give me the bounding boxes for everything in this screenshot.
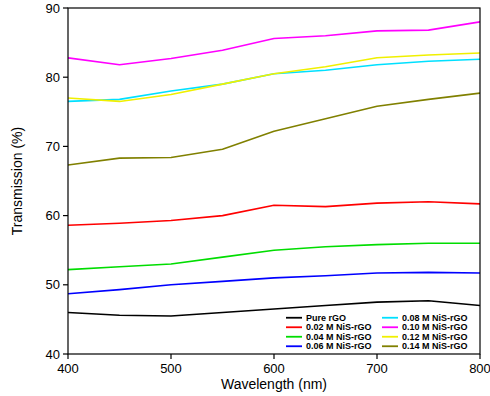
series-line <box>68 22 480 65</box>
legend-swatch <box>382 317 398 319</box>
plot-frame <box>68 8 480 354</box>
y-tick-label: 80 <box>46 70 60 85</box>
y-tick <box>63 353 68 354</box>
y-tick-label: 60 <box>46 208 60 223</box>
y-tick <box>63 284 68 285</box>
legend-swatch <box>286 336 302 338</box>
series-line <box>68 243 480 269</box>
y-tick <box>63 7 68 8</box>
y-tick-label: 70 <box>46 139 60 154</box>
chart: 400 500 600 700 800 40 50 60 70 80 90 Wavelength (n… <box>0 0 490 396</box>
legend-swatch <box>382 336 398 338</box>
y-tick <box>63 215 68 216</box>
x-tick <box>273 354 274 359</box>
legend-label: 0.06 M NiS-rGO <box>306 341 372 351</box>
x-tick <box>376 354 377 359</box>
plot-lines <box>68 22 480 316</box>
legend-label: 0.14 M NiS-rGO <box>402 341 468 351</box>
legend-swatch <box>286 326 302 328</box>
legend-swatch <box>382 345 398 347</box>
series-line <box>68 272 480 293</box>
legend-label: Pure rGO <box>306 313 346 323</box>
x-tick <box>170 354 171 359</box>
legend-label: 0.10 M NiS-rGO <box>402 322 468 332</box>
legend: Pure rGO0.02 M NiS-rGO0.04 M NiS-rGO0.06… <box>286 313 468 352</box>
x-tick-label: 600 <box>263 361 285 376</box>
y-tick <box>63 77 68 78</box>
y-tick-label: 50 <box>46 277 60 292</box>
legend-label: 0.04 M NiS-rGO <box>306 332 372 342</box>
series-line <box>68 93 480 165</box>
x-tick-label: 700 <box>366 361 388 376</box>
x-tick-label: 400 <box>57 361 79 376</box>
legend-swatch <box>382 326 398 328</box>
y-axis-label: Transmission (%) <box>9 127 25 235</box>
x-tick <box>67 354 68 359</box>
legend-swatch <box>286 317 302 319</box>
x-tick <box>479 354 480 359</box>
y-tick-label: 40 <box>46 347 60 362</box>
x-axis-label: Wavelength (nm) <box>221 376 327 392</box>
y-tick-label: 90 <box>46 1 60 16</box>
legend-label: 0.12 M NiS-rGO <box>402 332 468 342</box>
legend-label: 0.08 M NiS-rGO <box>402 313 468 323</box>
series-line <box>68 202 480 226</box>
legend-label: 0.02 M NiS-rGO <box>306 322 372 332</box>
series-line <box>68 53 480 101</box>
x-tick-label: 500 <box>160 361 182 376</box>
x-tick-label: 800 <box>469 361 490 376</box>
y-tick <box>63 146 68 147</box>
series-line <box>68 59 480 101</box>
legend-swatch <box>286 345 302 347</box>
